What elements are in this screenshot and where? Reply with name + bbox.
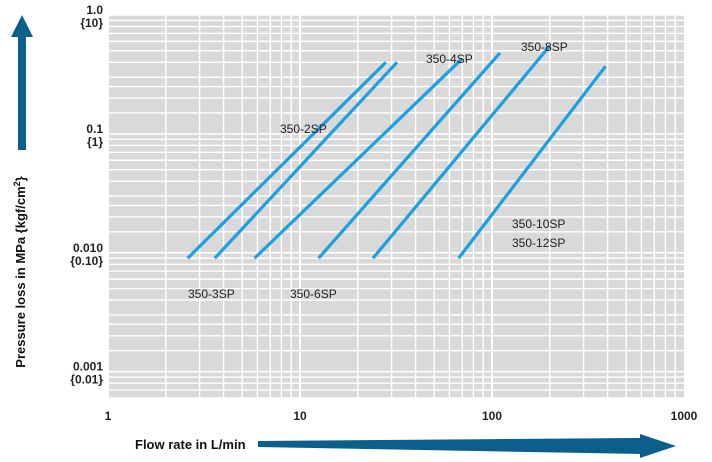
x-tick-label: 10 [293, 409, 307, 423]
series-line [186, 61, 387, 260]
plot-area [108, 15, 684, 398]
series-line [457, 65, 607, 260]
y-tick-label: 0.001 [73, 360, 103, 374]
series-label: 350-4SP [426, 52, 473, 66]
series-line [317, 51, 502, 260]
series-lines [186, 44, 607, 260]
series-line [253, 57, 464, 260]
y-tick-label: 0.1 [86, 122, 103, 136]
series-labels: 350-2SP 350-3SP 350-4SP 350-6SP 350-8SP 350-1… [188, 40, 568, 301]
x-tick-label: 100 [482, 409, 502, 423]
y-tick-sublabel: {0.01} [70, 373, 103, 387]
x-tick-label: 1000 [671, 409, 698, 423]
y-tick-labels: 1.0{10} 0.1{1} 0.010{0.10} 0.001{0.01} [70, 3, 103, 387]
y-tick-sublabel: {1} [87, 135, 103, 149]
series-line [213, 61, 399, 260]
x-tick-label: 1 [105, 409, 112, 423]
series-label: 350-10SP [512, 217, 565, 231]
y-tick-sublabel: {10} [80, 16, 103, 30]
series-label: 350-6SP [290, 287, 337, 301]
series-label: 350-12SP [512, 236, 565, 250]
series-line [371, 44, 552, 260]
y-axis-title: Pressure loss in MPa {kgf/cm2} [12, 176, 28, 367]
x-axis-title: Flow rate in L/min [135, 437, 246, 452]
series-label: 350-2SP [280, 122, 327, 136]
series-label: 350-8SP [521, 40, 568, 54]
series-label: 350-3SP [188, 287, 235, 301]
y-tick-label: 0.010 [73, 241, 103, 255]
y-tick-label: 1.0 [86, 3, 103, 17]
x-tick-labels: 1 10 100 1000 [105, 409, 698, 423]
y-tick-sublabel: {0.10} [70, 254, 103, 268]
y-axis-arrow-icon [11, 15, 33, 150]
x-axis-arrow-icon [258, 434, 676, 458]
